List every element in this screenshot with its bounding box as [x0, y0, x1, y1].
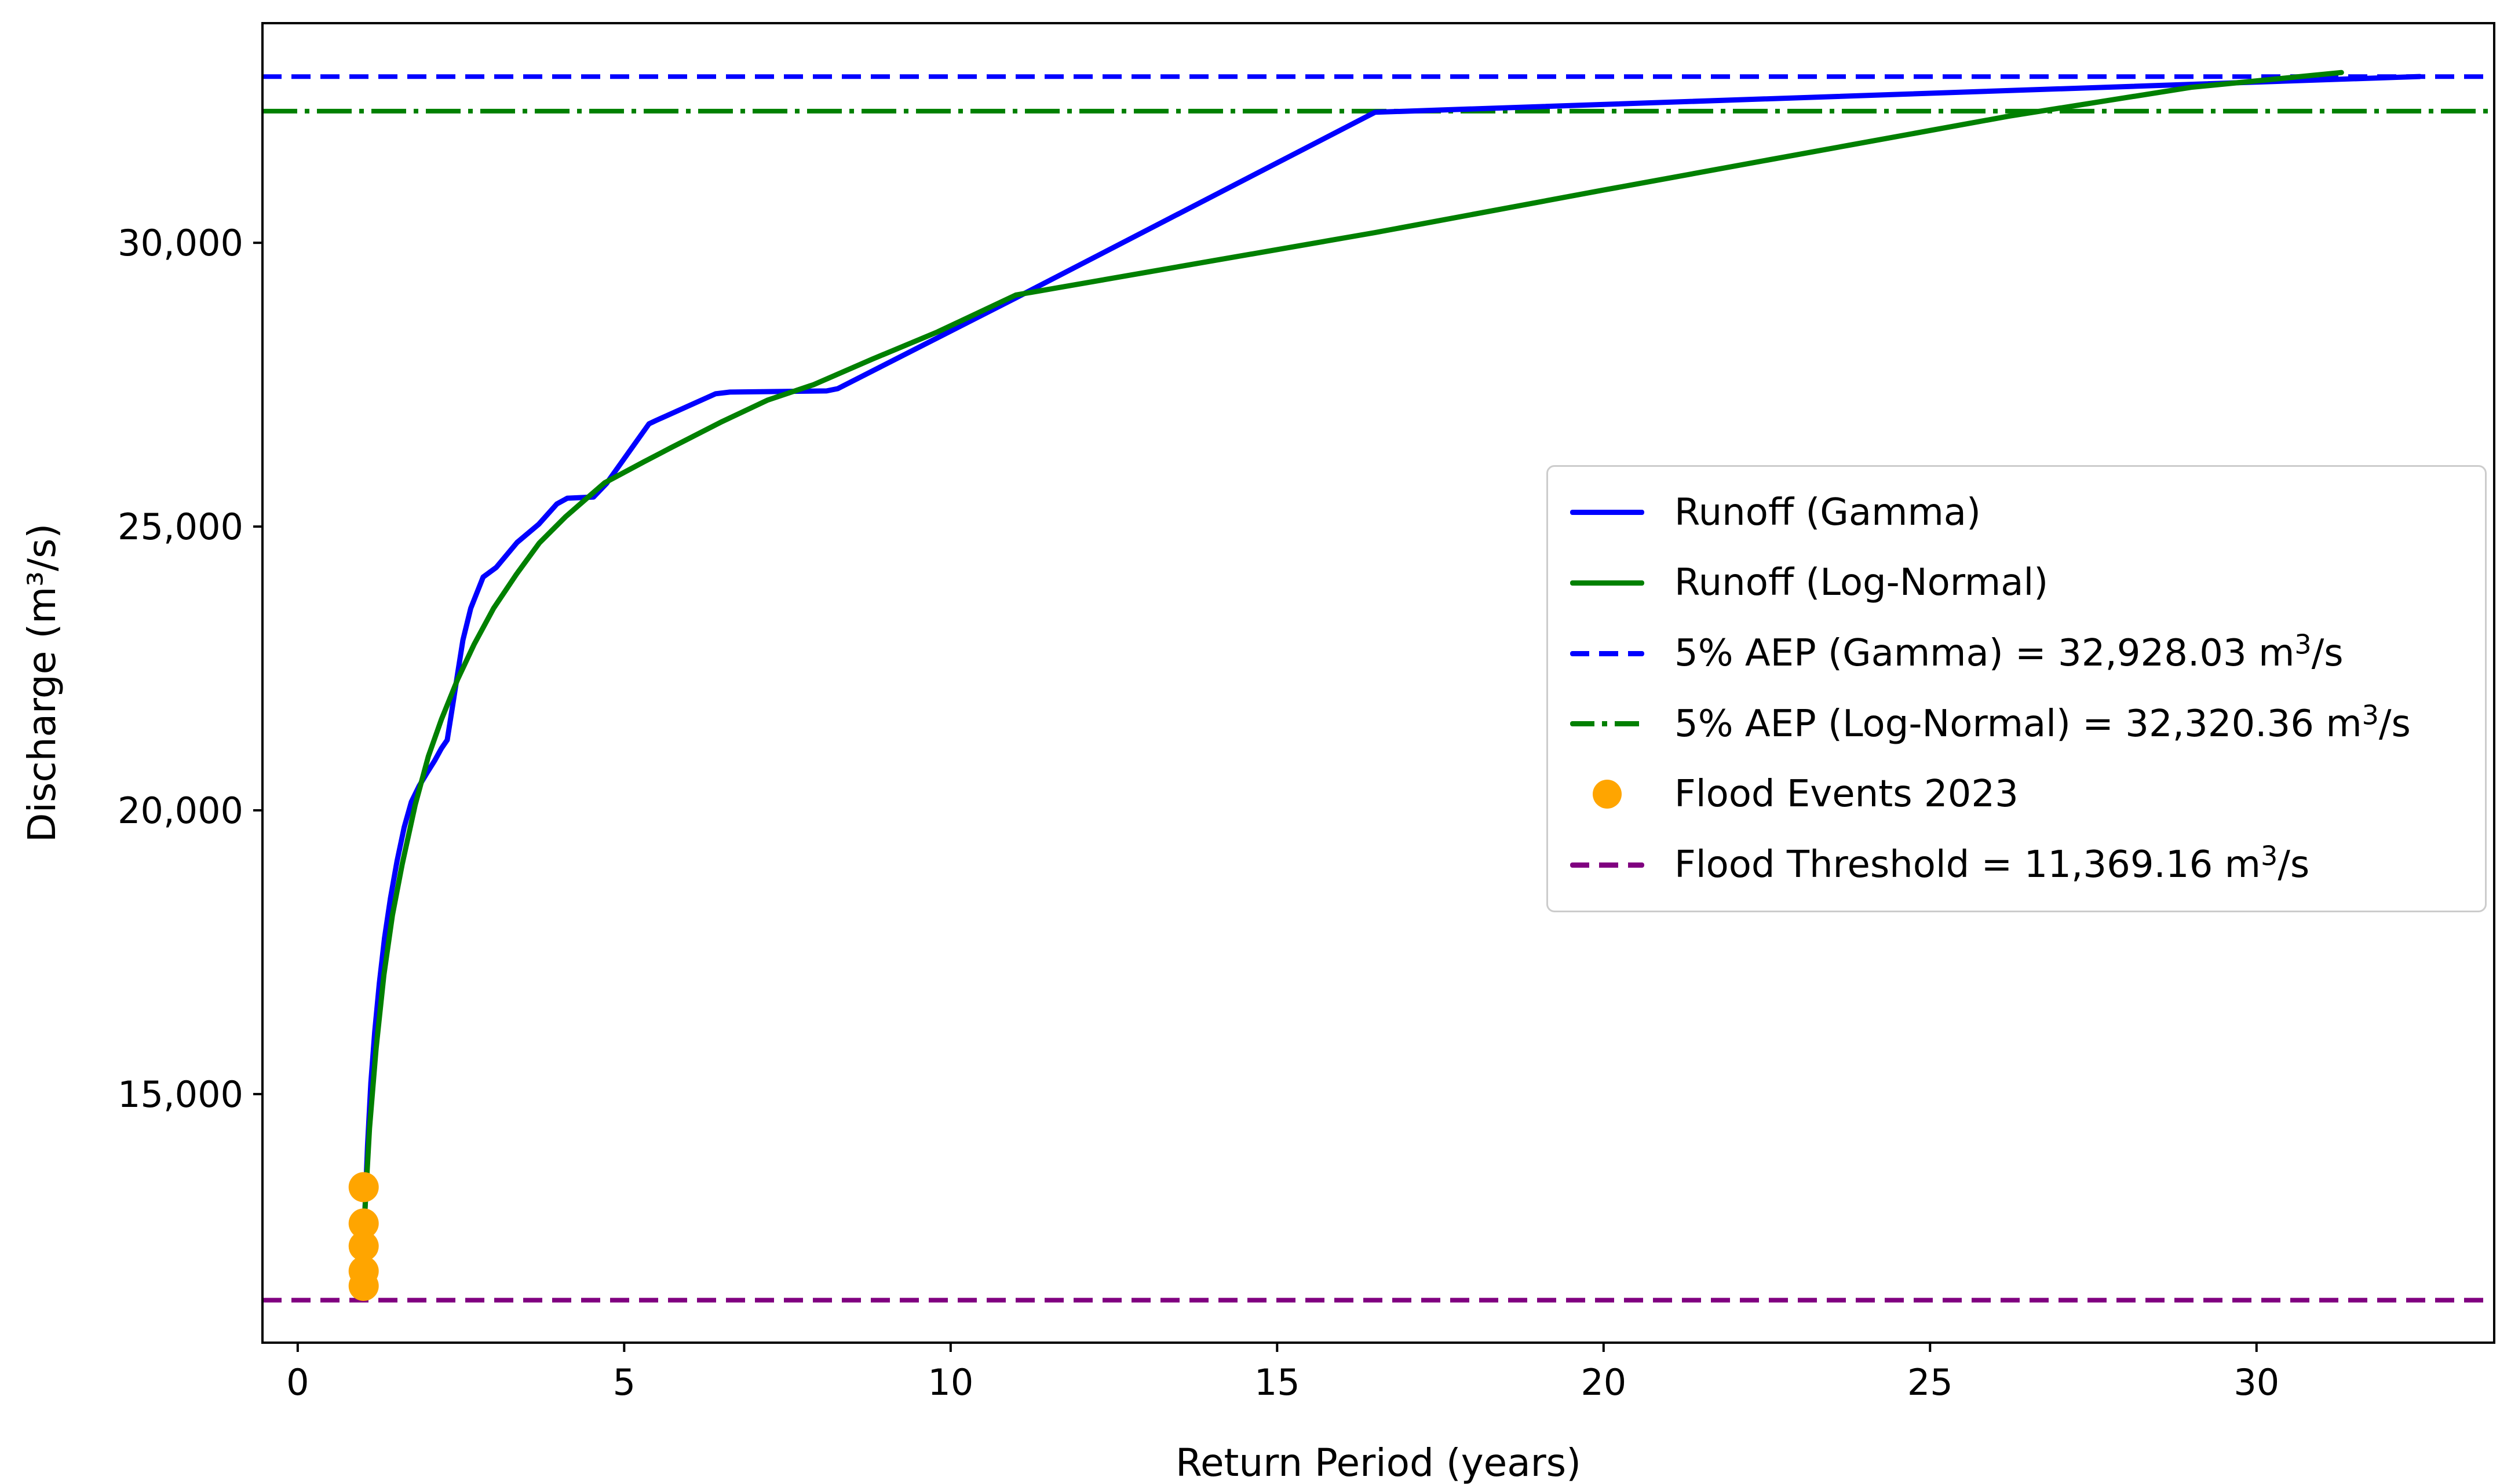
legend-swatch-flood_events-dot-icon [1570, 780, 1644, 809]
legend: Runoff (Gamma) Runoff (Log-Normal) 5% AEP … [1546, 465, 2487, 912]
flood_events-point [348, 1271, 379, 1301]
flood_events-point [348, 1231, 379, 1262]
dashdot-line-icon [1570, 721, 1644, 727]
x-axis-ticks: 0 5 10 15 20 25 30 [286, 1343, 2279, 1403]
legend-label-aep_lognormal: 5% AEP (Log-Normal) = 32,320.36 m3/s [1674, 699, 2411, 745]
x-tick-label: 15 [1254, 1361, 1300, 1403]
gamma-curve [362, 74, 2422, 1213]
legend-label-gamma: Runoff (Gamma) [1674, 491, 1981, 534]
plot-border [261, 22, 2495, 1344]
legend-item-aep_lognormal: 5% AEP (Log-Normal) = 32,320.36 m3/s [1554, 699, 2479, 745]
dashed-line-icon [1570, 650, 1644, 656]
dashed-line-icon [1570, 862, 1644, 868]
x-tick-label: 10 [928, 1361, 973, 1403]
legend-swatch-aep_lognormal-line-icon [1570, 721, 1644, 727]
curves [362, 70, 2422, 1213]
solid-line-icon [1570, 580, 1644, 586]
legend-label-flood_threshold: Flood Threshold = 11,369.16 m3/s [1674, 840, 2310, 886]
legend-swatch-lognormal-line-icon [1570, 580, 1644, 586]
x-tick-label: 0 [286, 1361, 309, 1403]
solid-line-icon [1570, 510, 1644, 516]
flood_events-point [348, 1208, 379, 1239]
legend-item-flood_events: Flood Events 2023 [1554, 773, 2479, 816]
legend-item-aep_gamma: 5% AEP (Gamma) = 32,928.03 m3/s [1554, 628, 2479, 675]
legend-item-flood_threshold: Flood Threshold = 11,369.16 m3/s [1554, 840, 2479, 886]
legend-label-flood_events: Flood Events 2023 [1674, 773, 2019, 816]
y-tick-label: 30,000 [118, 222, 243, 264]
x-tick-label: 20 [1581, 1361, 1626, 1403]
x-axis-label: Return Period (years) [1176, 1441, 1581, 1484]
legend-swatch-gamma-line-icon [1570, 510, 1644, 516]
legend-label-lognormal: Runoff (Log-Normal) [1674, 561, 2049, 605]
y-tick-label: 25,000 [118, 506, 243, 548]
y-tick-label: 15,000 [118, 1073, 243, 1116]
y-axis-label: Discharge (m³/s) [20, 524, 64, 842]
x-tick-label: 30 [2233, 1361, 2279, 1403]
flood_events-point [348, 1172, 379, 1202]
x-tick-label: 25 [1907, 1361, 1953, 1403]
legend-item-gamma: Runoff (Gamma) [1554, 492, 2479, 533]
scatter-points [348, 1172, 379, 1301]
legend-item-lognormal: Runoff (Log-Normal) [1554, 561, 2479, 605]
legend-label-aep_gamma: 5% AEP (Gamma) = 32,928.03 m3/s [1674, 628, 2344, 675]
legend-swatch-aep_gamma-line-icon [1570, 650, 1644, 656]
legend-swatch-flood_threshold-line-icon [1570, 862, 1644, 868]
y-axis-ticks: 15,000 20,000 25,000 30,000 [118, 222, 262, 1116]
y-tick-label: 20,000 [118, 789, 243, 832]
marker-dot-icon [1593, 780, 1622, 809]
lognormal-curve [362, 70, 2344, 1213]
x-tick-label: 5 [613, 1361, 636, 1403]
